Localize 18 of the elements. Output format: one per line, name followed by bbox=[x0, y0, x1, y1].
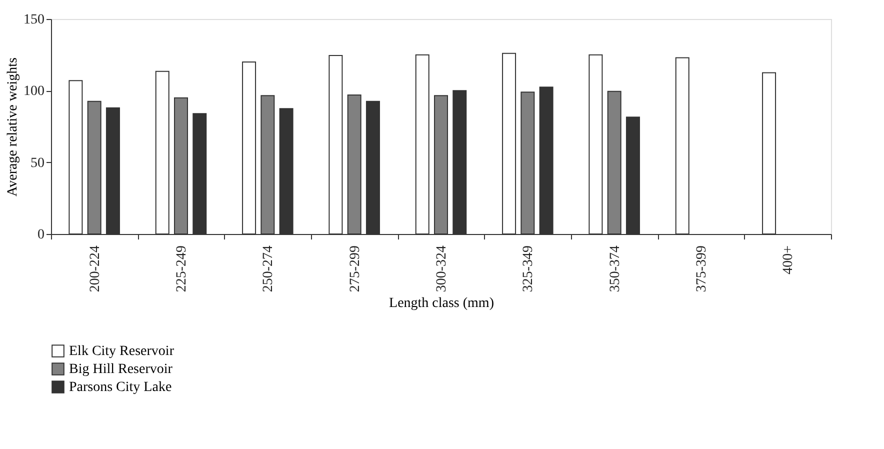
y-axis-title: Average relative weights bbox=[6, 58, 20, 196]
y-tick-label: 150 bbox=[24, 12, 44, 28]
x-tick-label: 225-249 bbox=[174, 246, 190, 292]
x-tick-label: 400+ bbox=[781, 245, 796, 274]
x-tick-label: 375-399 bbox=[694, 246, 710, 292]
y-tick-label: 50 bbox=[30, 156, 44, 171]
legend-label: Parsons City Lake bbox=[69, 380, 172, 395]
x-axis-title: Length class (mm) bbox=[389, 296, 494, 312]
x-tick-label: 275-299 bbox=[348, 246, 363, 292]
legend-label: Elk City Reservoir bbox=[69, 344, 174, 359]
x-tick-label: 200-224 bbox=[88, 246, 103, 292]
x-tick-label: 300-324 bbox=[434, 246, 450, 292]
x-tick-label: 250-274 bbox=[261, 246, 276, 292]
y-tick-label: 100 bbox=[24, 84, 44, 100]
y-tick-label: 0 bbox=[38, 228, 44, 242]
x-tick-label: 350-374 bbox=[608, 246, 623, 292]
legend-label: Big Hill Reservoir bbox=[69, 362, 173, 377]
x-tick-label: 325-349 bbox=[521, 246, 536, 292]
